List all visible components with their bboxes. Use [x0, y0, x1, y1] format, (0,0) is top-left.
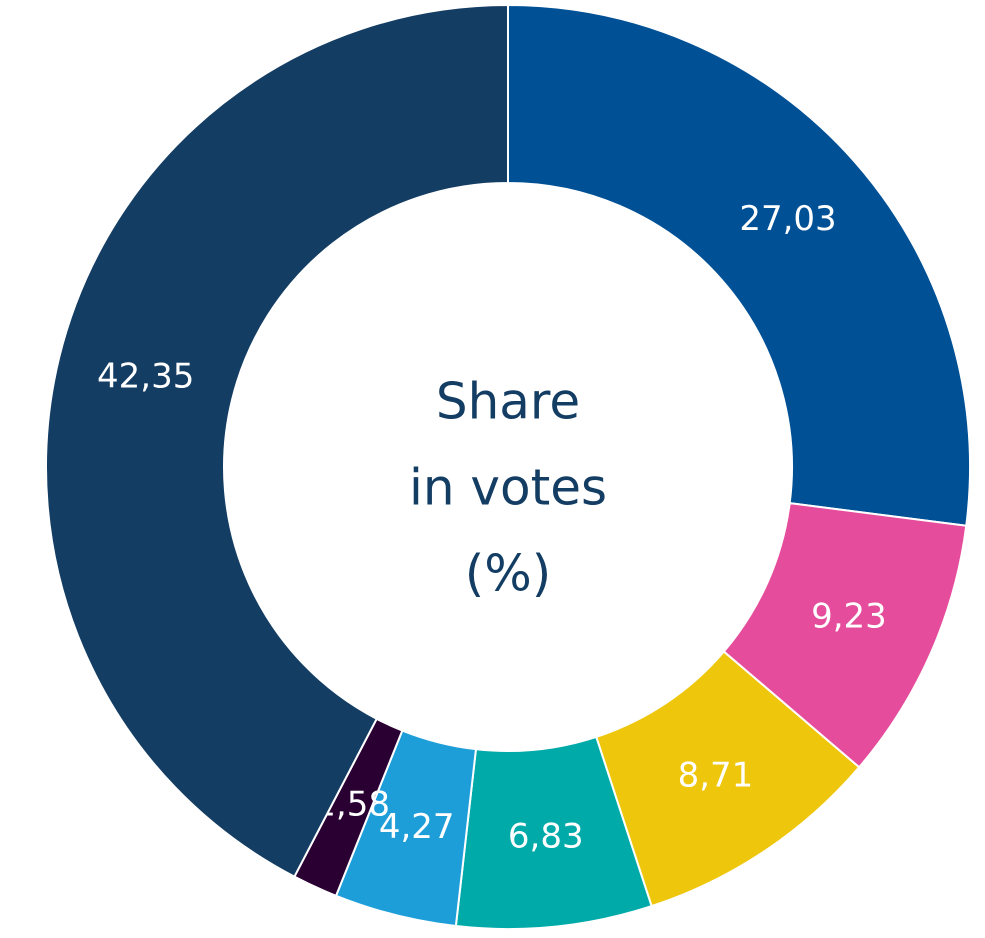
value-label: 42,35: [97, 357, 194, 397]
center-label: in votes: [409, 459, 607, 517]
value-label: 9,23: [811, 597, 887, 637]
value-label: 4,27: [379, 807, 455, 847]
value-label: 8,71: [678, 756, 754, 796]
center-label: Share: [436, 373, 580, 431]
center-label: (%): [465, 545, 552, 603]
donut-slice: [45, 3, 509, 879]
donut-slice: [507, 3, 971, 527]
value-label: 6,83: [508, 817, 584, 857]
value-label: 27,03: [739, 199, 836, 239]
